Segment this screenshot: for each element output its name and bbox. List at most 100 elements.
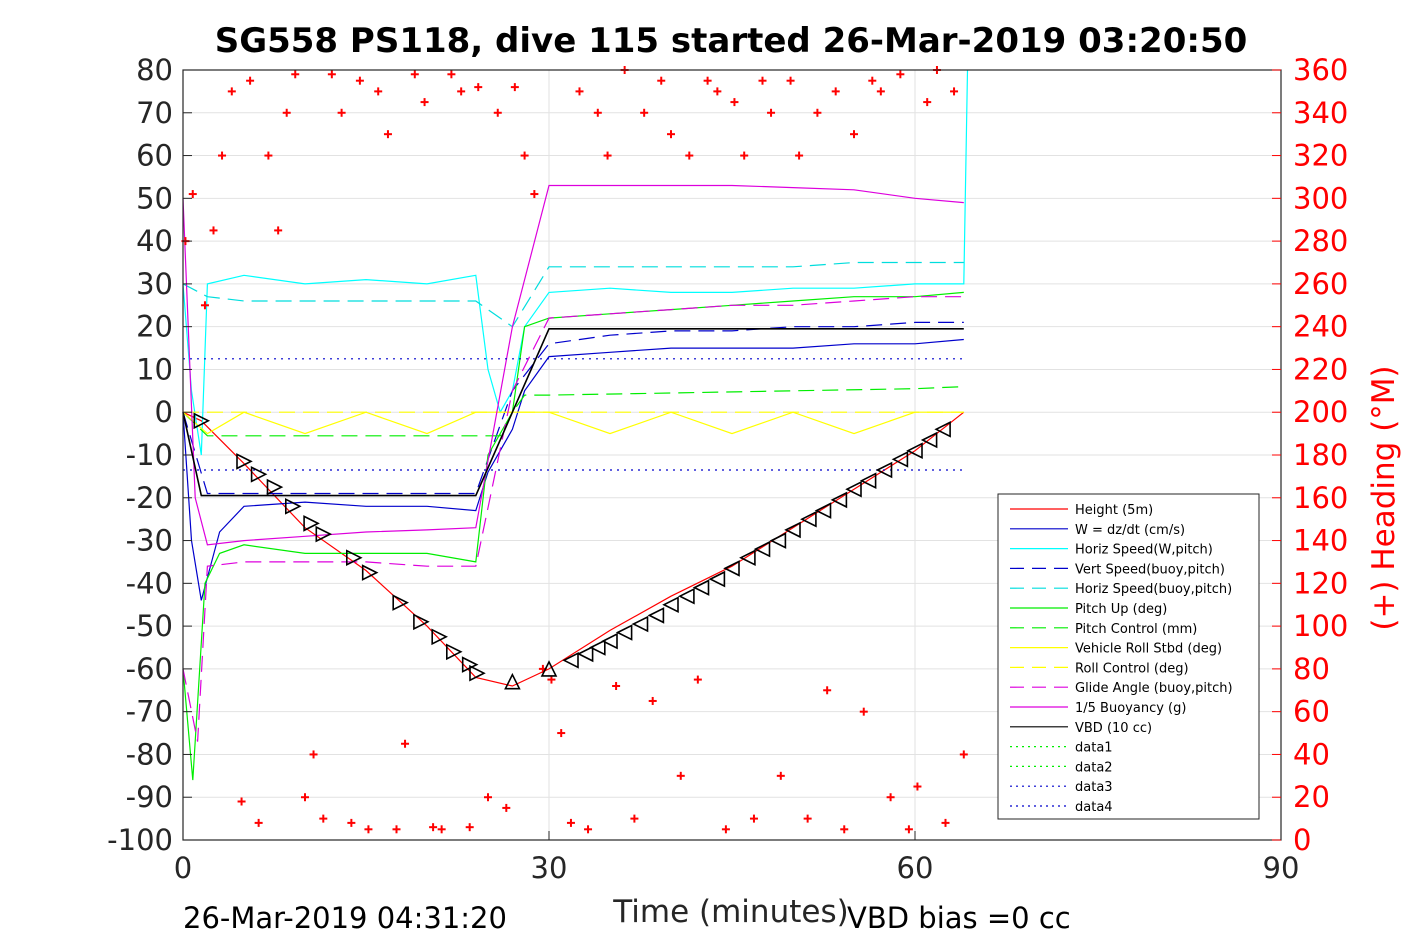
legend-label: Glide Angle (buoy,pitch) bbox=[1075, 681, 1233, 696]
left-tick-label: -100 bbox=[107, 823, 173, 857]
heading-point bbox=[941, 818, 950, 827]
legend-label: 1/5 Buoyancy (g) bbox=[1075, 701, 1186, 716]
legend-label: data4 bbox=[1075, 800, 1113, 815]
series-line-10 bbox=[182, 184, 964, 546]
heading-point bbox=[301, 793, 309, 802]
footer-vbd-bias: VBD bias =0 cc bbox=[847, 901, 1071, 935]
heading-point bbox=[274, 226, 283, 235]
heading-point bbox=[575, 87, 584, 96]
heading-point bbox=[493, 108, 502, 117]
heading-point bbox=[803, 814, 812, 823]
right-tick-label: 140 bbox=[1293, 524, 1348, 558]
depth-triangle-marker bbox=[631, 615, 649, 633]
heading-point bbox=[437, 825, 446, 834]
footer-timestamp: 26-Mar-2019 04:31:20 bbox=[183, 901, 507, 935]
depth-triangle-marker bbox=[250, 466, 268, 483]
heading-point bbox=[510, 83, 519, 92]
heading-point bbox=[530, 190, 539, 199]
left-tick-label: 80 bbox=[136, 53, 173, 87]
heading-point bbox=[685, 151, 694, 160]
depth-triangle-marker bbox=[753, 540, 771, 558]
legend-label: data3 bbox=[1075, 780, 1113, 795]
heading-point bbox=[886, 793, 895, 802]
heading-point bbox=[749, 814, 758, 823]
depth-triangle-marker bbox=[906, 442, 923, 459]
heading-point bbox=[813, 108, 822, 117]
depth-triangle-marker bbox=[345, 549, 363, 566]
depth-triangle-marker bbox=[662, 596, 679, 613]
left-y-axis: -100-90-80-70-60-50-40-30-20-10010203040… bbox=[107, 53, 192, 857]
heading-point bbox=[502, 803, 511, 812]
heading-point bbox=[713, 87, 722, 96]
legend: Height (5m) W = dz/dt (cm/s) Horiz Speed(W… bbox=[997, 493, 1260, 820]
depth-triangle-marker bbox=[784, 521, 801, 539]
heading-point bbox=[840, 825, 849, 834]
right-tick-label: 320 bbox=[1293, 139, 1348, 173]
depth-triangle-marker bbox=[266, 478, 284, 496]
heading-point bbox=[612, 682, 621, 690]
right-y-axis: 0 20 40 60 80 100 120 140 160 180 200 220 240 260 280 3… bbox=[1272, 53, 1348, 857]
depth-triangle-marker bbox=[891, 451, 909, 468]
depth-triangle-marker bbox=[445, 643, 463, 661]
legend-label: data1 bbox=[1075, 741, 1113, 756]
heading-point bbox=[896, 70, 905, 79]
depth-triangle-marker bbox=[576, 645, 594, 663]
depth-triangle-marker bbox=[739, 549, 756, 566]
left-tick-label: -90 bbox=[126, 780, 173, 814]
depth-triangle-marker bbox=[413, 613, 430, 631]
left-tick-label: 40 bbox=[136, 224, 173, 258]
heading-point bbox=[420, 98, 429, 107]
left-tick-label: -30 bbox=[126, 524, 173, 558]
heading-point bbox=[693, 675, 702, 684]
depth-triangle-marker bbox=[830, 491, 848, 509]
heading-point bbox=[740, 151, 749, 160]
depth-triangle-marker bbox=[431, 628, 448, 646]
right-tick-label: 220 bbox=[1293, 352, 1348, 386]
depth-triangle-marker bbox=[934, 421, 951, 438]
legend-label: Vehicle Roll Stbd (deg) bbox=[1075, 642, 1222, 657]
series-line-11 bbox=[182, 327, 964, 497]
heading-point bbox=[465, 823, 474, 832]
heading-point bbox=[667, 130, 675, 139]
heading-point bbox=[254, 818, 263, 827]
depth-triangle-marker bbox=[361, 564, 379, 581]
heading-point bbox=[923, 98, 932, 107]
right-tick-label: 100 bbox=[1293, 609, 1348, 643]
heading-point bbox=[758, 76, 767, 85]
heading-point bbox=[209, 226, 218, 235]
x-tick-label: 90 bbox=[1263, 851, 1300, 885]
series-line-4 bbox=[182, 261, 964, 328]
heading-point bbox=[721, 825, 730, 834]
heading-point bbox=[200, 301, 209, 310]
series-lines bbox=[182, 69, 969, 781]
right-tick-label: 0 bbox=[1293, 823, 1311, 857]
heading-point bbox=[246, 76, 255, 85]
right-tick-label: 20 bbox=[1293, 780, 1330, 814]
triangle-markers bbox=[193, 412, 951, 690]
heading-point bbox=[447, 70, 456, 79]
right-tick-label: 60 bbox=[1293, 695, 1330, 729]
chart-title: SG558 PS118, dive 115 started 26-Mar-201… bbox=[215, 21, 1248, 61]
depth-triangle-marker bbox=[678, 587, 695, 605]
heading-point bbox=[648, 696, 657, 705]
heading-point bbox=[876, 87, 885, 96]
legend-label: Pitch Control (mm) bbox=[1075, 622, 1197, 637]
right-tick-label: 80 bbox=[1293, 652, 1330, 686]
heading-point bbox=[218, 151, 227, 160]
depth-triangle-marker bbox=[236, 453, 253, 470]
heading-point bbox=[566, 818, 575, 827]
depth-triangle-marker bbox=[692, 579, 710, 596]
heading-point bbox=[913, 782, 922, 791]
heading-point bbox=[584, 825, 593, 834]
heading-point bbox=[603, 151, 612, 160]
legend-label: data2 bbox=[1075, 760, 1113, 775]
left-tick-label: -60 bbox=[126, 652, 173, 686]
depth-triangle-marker bbox=[392, 594, 409, 611]
heading-point bbox=[640, 108, 649, 117]
right-tick-label: 160 bbox=[1293, 481, 1348, 515]
heading-point bbox=[401, 739, 410, 748]
right-tick-label: 200 bbox=[1293, 395, 1348, 429]
legend-label: Horiz Speed(buoy,pitch) bbox=[1075, 582, 1232, 597]
series-line-3 bbox=[182, 321, 964, 495]
depth-triangle-marker bbox=[284, 498, 302, 515]
